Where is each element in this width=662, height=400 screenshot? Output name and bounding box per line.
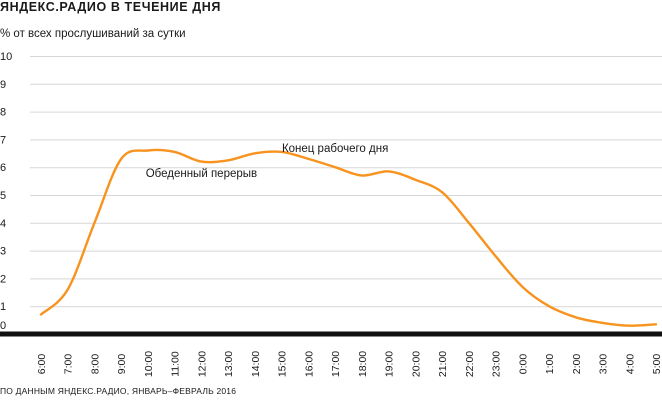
x-tick-label: 16:00	[303, 351, 315, 377]
y-tick-label: 4	[0, 218, 6, 230]
x-tick-label: 12:00	[196, 351, 208, 377]
grid-layer	[0, 56, 662, 337]
x-tick-label: 17:00	[330, 351, 342, 377]
x-tick-label: 22:00	[464, 351, 476, 377]
y-tick-label: 1	[0, 301, 6, 313]
x-tick-label: 7:00	[63, 354, 75, 375]
x-tick-label: 19:00	[384, 351, 396, 377]
y-tick-label: 2	[0, 273, 6, 285]
chart-title: ЯНДЕКС.РАДИО В ТЕЧЕНИЕ ДНЯ	[0, 0, 221, 14]
x-tick-label: 0:00	[517, 354, 529, 375]
y-axis-label: % от всех прослушиваний за сутки	[0, 28, 186, 40]
x-tick-label: 3:00	[598, 354, 610, 375]
y-tick-labels: 0 1 2 3 4 5 6 7 8 9 10	[0, 51, 12, 332]
x-tick-label: 23:00	[491, 351, 503, 377]
x-tick-label: 4:00	[624, 354, 636, 375]
x-tick-label: 8:00	[89, 354, 101, 375]
x-tick-label: 5:00	[651, 354, 662, 375]
x-tick-labels: 6:00 7:00 8:00 9:00 10:00 11:00 12:00 13:00 14:0…	[36, 351, 662, 377]
series-line	[39, 148, 658, 327]
y-tick-label: 7	[0, 134, 6, 146]
x-tick-label: 2:00	[571, 354, 583, 375]
x-tick-label: 21:00	[437, 351, 449, 377]
annotation-label: Конец рабочего дня	[282, 143, 388, 155]
x-tick-label: 20:00	[410, 351, 422, 377]
x-tick-label: 18:00	[357, 351, 369, 377]
series-layer	[39, 148, 658, 327]
x-tick-label: 9:00	[116, 354, 128, 375]
annotation-label: Обеденный перерыв	[146, 168, 257, 180]
x-tick-label: 11:00	[170, 351, 182, 377]
y-tick-label: 8	[0, 107, 6, 119]
x-tick-label: 1:00	[544, 354, 556, 375]
x-tick-label: 13:00	[223, 351, 235, 377]
x-tick-label: 14:00	[250, 351, 262, 377]
y-tick-label: 10	[0, 51, 12, 63]
y-tick-label: 0	[0, 320, 6, 332]
y-tick-label: 3	[0, 246, 6, 258]
x-tick-label: 15:00	[277, 351, 289, 377]
y-tick-label: 5	[0, 190, 6, 202]
x-tick-label: 10:00	[143, 351, 155, 377]
annotations: Обеденный перерыв Конец рабочего дня	[146, 143, 389, 180]
y-tick-label: 9	[0, 79, 6, 91]
x-tick-label: 6:00	[36, 354, 48, 375]
source-note: ПО ДАННЫМ ЯНДЕКС.РАДИО, ЯНВАРЬ–ФЕВРАЛЬ 2…	[0, 386, 237, 396]
y-tick-label: 6	[0, 162, 6, 174]
